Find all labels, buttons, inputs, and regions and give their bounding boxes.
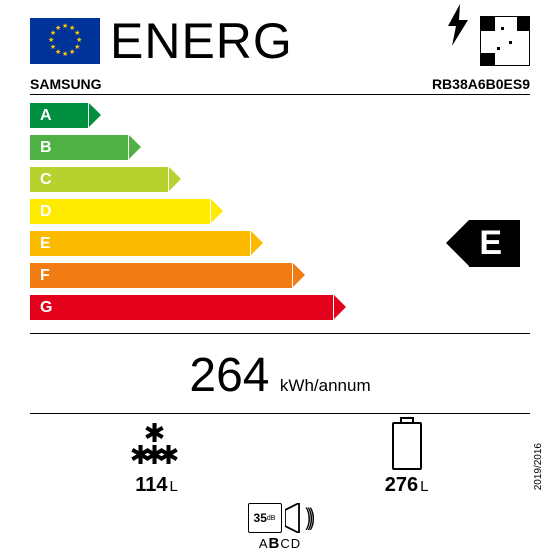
bottle-icon: [392, 422, 422, 470]
divider: [30, 413, 530, 414]
fridge-value: 276: [385, 474, 418, 496]
bolt-icon: [446, 4, 470, 55]
class-arrow-A: A: [30, 103, 88, 128]
consumption: 264 kWh/annum: [30, 348, 530, 403]
class-letter: A: [40, 107, 52, 125]
freezer-unit: L: [170, 478, 178, 495]
sound-waves-icon: ))): [305, 504, 311, 532]
freezer-value: 114: [135, 474, 167, 496]
class-arrow-G: G: [30, 295, 333, 320]
eu-flag-icon: ★★★★★★★★★★★★: [30, 18, 100, 64]
consumption-value: 264: [189, 348, 269, 403]
noise: 35dB ))) ABCD: [30, 503, 530, 552]
fridge-unit: L: [420, 478, 428, 495]
compartments: ✱ ✱ ✱ ✱ 114L 276L: [30, 422, 530, 497]
freezer-compartment: ✱ ✱ ✱ ✱ 114L: [132, 422, 182, 497]
rating-indicator: E: [469, 220, 520, 267]
class-arrow-B: B: [30, 135, 128, 160]
rating-letter: E: [469, 220, 520, 267]
consumption-unit: kWh/annum: [280, 376, 371, 395]
product-id-row: SAMSUNG RB38A6B0ES9: [30, 76, 530, 92]
energy-title: ENERG: [110, 12, 448, 70]
class-letter: B: [40, 139, 52, 157]
efficiency-chart: ABCDEFGE: [30, 103, 530, 333]
speaker-cone-icon: [285, 503, 301, 533]
speaker-icon: 35dB: [248, 503, 282, 533]
class-letter: C: [40, 171, 52, 189]
divider: [30, 333, 530, 334]
model: RB38A6B0ES9: [432, 76, 530, 92]
header: ★★★★★★★★★★★★ ENERG: [30, 12, 530, 70]
qr-code-icon: [480, 16, 530, 66]
fridge-compartment: 276L: [385, 422, 429, 497]
noise-classes: ABCD: [30, 535, 530, 552]
class-letter: F: [40, 267, 50, 285]
class-arrow-D: D: [30, 199, 210, 224]
class-letter: D: [40, 203, 52, 221]
class-arrow-F: F: [30, 263, 292, 288]
class-arrow-E: E: [30, 231, 250, 256]
class-letter: E: [40, 235, 51, 253]
class-letter: G: [40, 299, 52, 317]
energy-label: ★★★★★★★★★★★★ ENERG SAMSUNG RB38A6B0ES9 A…: [0, 0, 550, 550]
regulation: 2019/2016: [533, 443, 544, 490]
brand: SAMSUNG: [30, 76, 102, 92]
snowflake-icon: ✱ ✱ ✱ ✱: [132, 422, 182, 470]
class-arrow-C: C: [30, 167, 168, 192]
divider: [30, 94, 530, 95]
